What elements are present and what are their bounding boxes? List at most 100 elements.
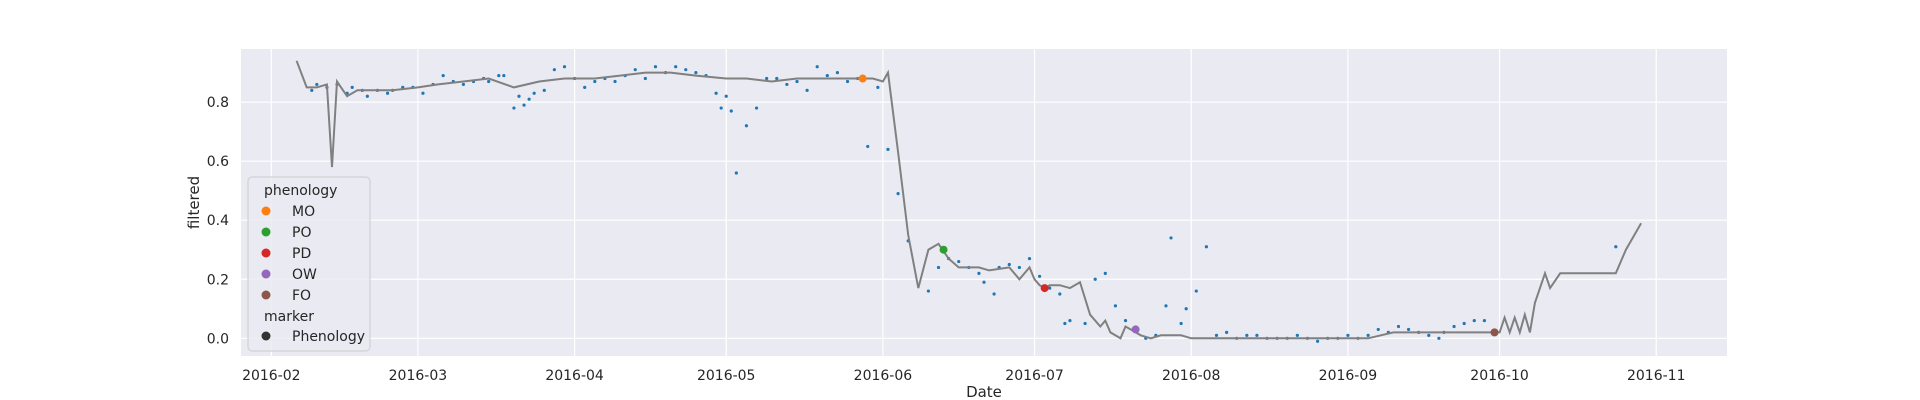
data-point bbox=[512, 106, 516, 110]
data-point bbox=[653, 65, 658, 69]
data-point bbox=[876, 85, 880, 89]
legend-marker-label: Phenology bbox=[292, 329, 365, 345]
data-point bbox=[613, 79, 617, 84]
plot-area bbox=[241, 49, 1727, 356]
data-point bbox=[1437, 336, 1441, 340]
data-point bbox=[497, 73, 501, 78]
data-point bbox=[1179, 321, 1183, 326]
data-point bbox=[1027, 256, 1032, 261]
data-point bbox=[527, 97, 531, 101]
legend-swatch-mo bbox=[261, 206, 271, 216]
data-point bbox=[1058, 292, 1062, 296]
data-point bbox=[1068, 318, 1072, 323]
data-point bbox=[785, 82, 789, 87]
data-point bbox=[1427, 333, 1431, 337]
data-point bbox=[1103, 271, 1107, 275]
x-tick-label: 2016-10 bbox=[1470, 368, 1529, 384]
data-point bbox=[1214, 333, 1219, 337]
data-point bbox=[765, 76, 769, 81]
data-point bbox=[1017, 265, 1021, 270]
data-point bbox=[729, 109, 733, 113]
x-tick-label: 2016-09 bbox=[1319, 368, 1378, 384]
data-point bbox=[754, 106, 759, 110]
data-point bbox=[1295, 333, 1299, 337]
y-tick-label: 0.6 bbox=[207, 154, 229, 170]
x-tick-label: 2016-11 bbox=[1627, 368, 1686, 384]
data-point bbox=[583, 85, 587, 89]
data-point bbox=[487, 79, 491, 84]
legend-box bbox=[247, 176, 371, 352]
data-point bbox=[1093, 277, 1097, 281]
data-point bbox=[365, 94, 369, 98]
data-point bbox=[1194, 289, 1198, 293]
y-axis: 0.0 0.2 0.4 0.6 0.8 bbox=[207, 95, 229, 347]
legend-entry-mo: MO bbox=[292, 204, 315, 220]
legend-title-phenology: phenology bbox=[264, 183, 337, 199]
x-tick-label: 2016-03 bbox=[389, 368, 448, 384]
data-point bbox=[674, 65, 678, 69]
data-point bbox=[1255, 333, 1259, 337]
y-tick-label: 0.4 bbox=[207, 213, 229, 229]
phenology-marker-po bbox=[939, 245, 948, 254]
data-point bbox=[1225, 330, 1229, 334]
data-point bbox=[562, 65, 567, 69]
data-point bbox=[1462, 321, 1466, 326]
data-point bbox=[805, 88, 809, 92]
data-point bbox=[1396, 324, 1401, 329]
data-point bbox=[1169, 236, 1173, 240]
data-point bbox=[982, 280, 986, 284]
data-point bbox=[1007, 262, 1011, 267]
data-point bbox=[694, 71, 698, 75]
filtered-series-line bbox=[295, 60, 1642, 340]
data-point bbox=[1123, 318, 1128, 323]
x-axis-label: Date bbox=[966, 383, 1002, 400]
data-point bbox=[1164, 304, 1168, 308]
legend-entry-pd: PD bbox=[292, 246, 311, 262]
legend: phenology MO PO PD OW FO marker Phenology bbox=[247, 176, 371, 352]
legend-title-marker: marker bbox=[264, 309, 314, 325]
x-axis: 2016-02 2016-03 2016-04 2016-05 2016-06 2016-… bbox=[242, 368, 1685, 384]
data-point bbox=[896, 192, 900, 196]
data-point bbox=[977, 271, 981, 275]
legend-entry-fo: FO bbox=[292, 288, 311, 304]
data-point bbox=[1472, 318, 1476, 323]
data-point bbox=[633, 68, 637, 72]
x-tick-label: 2016-08 bbox=[1162, 368, 1221, 384]
data-point bbox=[350, 85, 354, 89]
data-point bbox=[775, 76, 779, 81]
data-point bbox=[684, 68, 688, 72]
data-point bbox=[1315, 339, 1320, 343]
data-point bbox=[522, 103, 526, 107]
phenology-marker-ow bbox=[1131, 325, 1140, 334]
data-point bbox=[1482, 318, 1486, 323]
data-point bbox=[1614, 245, 1618, 249]
data-point bbox=[552, 68, 556, 72]
y-tick-label: 0.0 bbox=[207, 331, 229, 347]
legend-swatch-fo bbox=[261, 290, 271, 300]
data-point bbox=[1406, 327, 1411, 332]
data-point bbox=[714, 91, 718, 95]
data-point bbox=[421, 91, 425, 95]
legend-swatch-po bbox=[261, 227, 271, 237]
legend-swatch-pd bbox=[261, 248, 271, 258]
data-point bbox=[825, 73, 829, 78]
phenology-marker-fo bbox=[1490, 328, 1499, 337]
legend-marker-dot bbox=[261, 331, 271, 341]
data-point bbox=[724, 94, 728, 98]
y-tick-label: 0.8 bbox=[207, 95, 229, 111]
x-tick-label: 2016-05 bbox=[697, 368, 756, 384]
data-point bbox=[886, 147, 890, 151]
data-point bbox=[502, 73, 506, 78]
data-point bbox=[310, 88, 314, 92]
data-point bbox=[1063, 321, 1067, 326]
data-point bbox=[866, 144, 870, 149]
x-tick-label: 2016-07 bbox=[1005, 368, 1064, 384]
data-point bbox=[385, 91, 390, 95]
x-tick-label: 2016-02 bbox=[242, 368, 301, 384]
data-point bbox=[315, 82, 319, 87]
legend-swatch-ow bbox=[261, 269, 271, 279]
data-point bbox=[1376, 327, 1380, 332]
phenology-markers bbox=[858, 74, 1499, 337]
data-point bbox=[643, 76, 647, 81]
